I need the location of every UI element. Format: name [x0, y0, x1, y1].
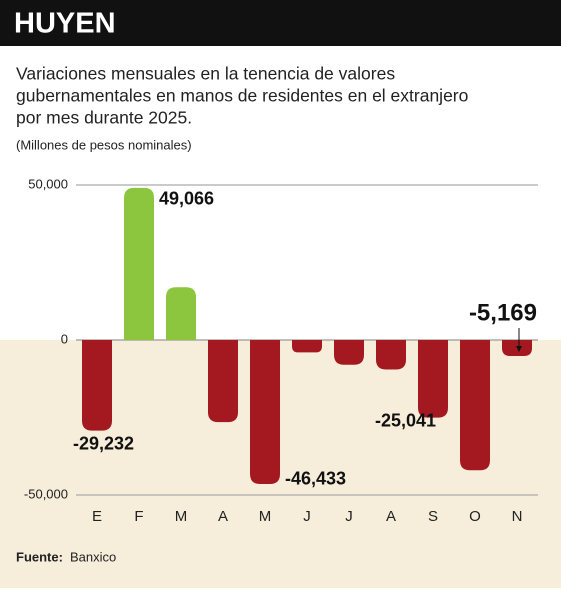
x-tick-label: J — [303, 508, 311, 525]
value-label: -25,041 — [375, 410, 436, 430]
bar — [460, 340, 490, 471]
bar — [376, 340, 406, 370]
source-label: Fuente: — [16, 549, 63, 564]
x-tick-label: E — [92, 508, 102, 525]
value-label: -29,232 — [73, 433, 134, 453]
subtitle: Variaciones mensuales en la tenencia de … — [16, 64, 395, 84]
annotation-arrowhead — [516, 346, 522, 353]
bar — [292, 340, 322, 353]
x-tick-label: N — [512, 508, 523, 525]
x-tick-label: S — [428, 508, 438, 525]
source: Banxico — [70, 549, 116, 564]
x-tick-label: M — [175, 508, 188, 525]
x-tick-label: A — [218, 508, 228, 525]
x-tick-label: A — [386, 508, 396, 525]
bar — [334, 340, 364, 365]
value-label: 49,066 — [159, 189, 214, 209]
y-tick-label: 50,000 — [28, 176, 68, 191]
chart-title: HUYEN — [14, 8, 116, 40]
y-tick-label: -50,000 — [24, 486, 68, 501]
bar — [166, 287, 196, 340]
title-bar — [0, 0, 561, 46]
subtitle: por mes durante 2025. — [16, 108, 192, 128]
y-tick-label: 0 — [61, 331, 68, 346]
subtitle: gubernamentales en manos de residentes e… — [16, 86, 468, 106]
bar — [124, 187, 154, 340]
value-label: -5,169 — [469, 299, 537, 326]
x-tick-label: J — [345, 508, 353, 525]
x-tick-label: M — [259, 508, 272, 525]
bar — [82, 340, 112, 431]
units: (Millones de pesos nominales) — [16, 137, 192, 152]
bar — [250, 340, 280, 484]
x-tick-label: F — [134, 508, 143, 525]
bar — [418, 340, 448, 418]
bar — [208, 340, 238, 423]
x-tick-label: O — [469, 508, 481, 525]
value-label: -46,433 — [285, 469, 346, 489]
